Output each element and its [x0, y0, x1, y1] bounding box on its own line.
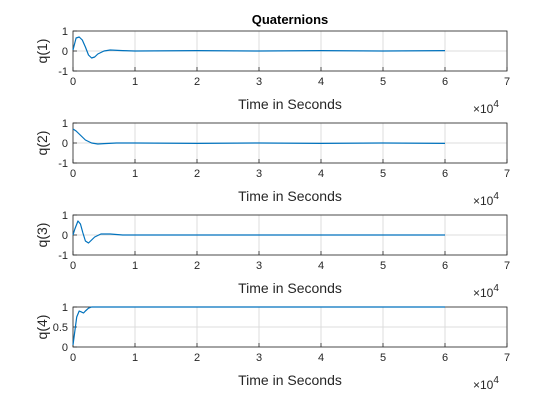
y-tick-label: -1 — [58, 158, 68, 170]
y-tick-label: 0 — [62, 138, 68, 150]
y-tick-label: 0.5 — [53, 322, 68, 334]
x-tick-label: 5 — [380, 76, 386, 88]
x-axis-exponent: ×104 — [473, 99, 499, 116]
x-exponent-base: ×10 — [473, 194, 494, 208]
x-tick-label: 2 — [194, 260, 200, 272]
x-exponent-power: 4 — [493, 191, 499, 202]
x-tick-label: 0 — [70, 352, 76, 364]
x-tick-label: 6 — [442, 76, 448, 88]
x-tick-label: 7 — [504, 76, 510, 88]
x-exponent-power: 4 — [493, 99, 499, 110]
x-tick-label: 0 — [70, 260, 76, 272]
y-tick-label: 0 — [62, 342, 68, 354]
x-axis-exponent: ×104 — [473, 283, 499, 300]
y-tick-label: 1 — [62, 302, 68, 314]
x-tick-label: 2 — [194, 168, 200, 180]
series-line — [72, 128, 446, 145]
series-line — [72, 306, 445, 346]
x-tick-label: 2 — [194, 352, 200, 364]
x-tick-label: 3 — [256, 260, 262, 272]
x-axis-label: Time in Seconds — [238, 188, 342, 204]
series-line — [72, 220, 445, 244]
x-axis-label: Time in Seconds — [238, 372, 342, 388]
x-tick-label: 5 — [380, 352, 386, 364]
x-tick-label: 1 — [132, 352, 138, 364]
x-tick-label: 1 — [132, 76, 138, 88]
x-exponent-base: ×10 — [473, 378, 494, 392]
x-tick-label: 0 — [70, 168, 76, 180]
y-tick-label: 0 — [62, 46, 68, 58]
y-tick-label: 1 — [62, 26, 68, 38]
x-exponent-base: ×10 — [473, 102, 494, 116]
x-tick-label: 4 — [318, 76, 324, 88]
x-exponent-power: 4 — [493, 283, 499, 294]
x-axis-exponent: ×104 — [473, 191, 499, 208]
y-axis-label: q(3) — [34, 223, 50, 248]
x-tick-label: 6 — [442, 260, 448, 272]
x-exponent-base: ×10 — [473, 286, 494, 300]
x-tick-label: 7 — [504, 260, 510, 272]
y-tick-label: -1 — [58, 250, 68, 262]
x-tick-label: 4 — [318, 168, 324, 180]
figure-title: Quaternions — [252, 12, 329, 27]
y-tick-label: 0 — [62, 230, 68, 242]
x-tick-label: 5 — [380, 168, 386, 180]
x-tick-label: 3 — [256, 76, 262, 88]
y-tick-label: 1 — [62, 118, 68, 130]
x-tick-label: 4 — [318, 260, 324, 272]
y-axis-label: q(4) — [34, 315, 50, 340]
x-tick-label: 6 — [442, 352, 448, 364]
series-line — [72, 36, 446, 59]
x-tick-label: 7 — [504, 352, 510, 364]
y-axis-label: q(2) — [34, 131, 50, 156]
x-axis-exponent: ×104 — [473, 375, 499, 392]
y-tick-label: 1 — [62, 210, 68, 222]
x-axis-label: Time in Seconds — [238, 280, 342, 296]
x-tick-label: 3 — [256, 168, 262, 180]
y-tick-label: -1 — [58, 66, 68, 78]
x-tick-label: 3 — [256, 352, 262, 364]
x-tick-label: 1 — [132, 168, 138, 180]
x-tick-label: 2 — [194, 76, 200, 88]
x-axis-label: Time in Seconds — [238, 96, 342, 112]
x-tick-label: 6 — [442, 168, 448, 180]
y-axis-label: q(1) — [34, 39, 50, 64]
x-tick-label: 0 — [70, 76, 76, 88]
x-exponent-power: 4 — [493, 375, 499, 386]
x-tick-label: 1 — [132, 260, 138, 272]
x-tick-label: 4 — [318, 352, 324, 364]
x-tick-label: 5 — [380, 260, 386, 272]
x-tick-label: 7 — [504, 168, 510, 180]
